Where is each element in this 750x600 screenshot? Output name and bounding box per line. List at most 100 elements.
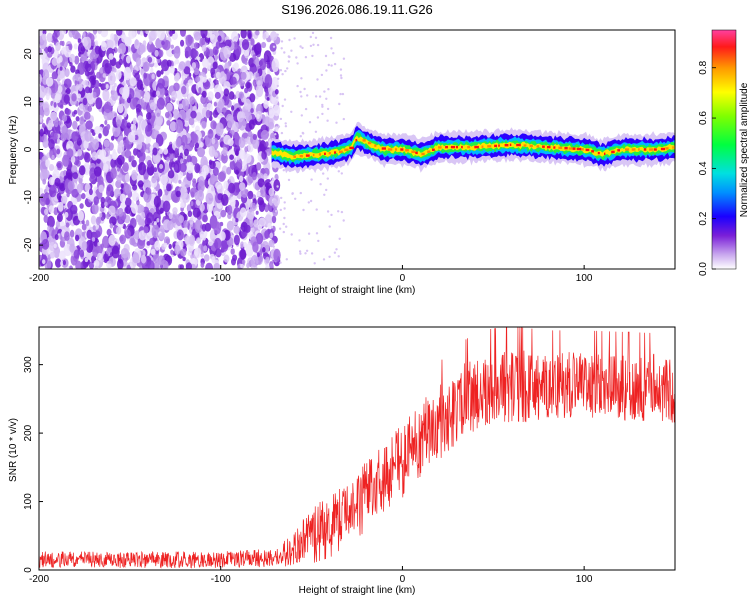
noise-blob xyxy=(286,67,289,70)
noise-blob xyxy=(69,204,78,215)
noise-blob xyxy=(63,78,72,89)
noise-blob xyxy=(199,142,204,148)
noise-blob xyxy=(80,261,87,269)
noise-blob xyxy=(120,248,129,259)
noise-blob xyxy=(276,84,279,88)
y-tick-label: 100 xyxy=(23,493,34,510)
noise-blob xyxy=(152,90,158,98)
noise-blob xyxy=(175,190,181,198)
noise-blob xyxy=(94,265,98,269)
noise-blob xyxy=(223,88,230,97)
noise-blob xyxy=(197,56,201,61)
spectrogram-x-label: Height of straight line (km) xyxy=(299,285,416,296)
noise-blob xyxy=(215,181,222,190)
noise-blob xyxy=(156,70,162,78)
noise-blob xyxy=(277,125,281,128)
y-tick-label: 20 xyxy=(23,48,34,60)
noise-blob xyxy=(283,207,286,210)
noise-blob xyxy=(111,85,116,92)
noise-blob xyxy=(342,57,346,60)
noise-blob xyxy=(325,188,328,192)
noise-blob xyxy=(111,90,118,101)
noise-blob xyxy=(190,254,194,259)
noise-blob xyxy=(135,57,142,67)
noise-blob xyxy=(299,90,302,94)
noise-blob xyxy=(193,31,202,41)
noise-blob xyxy=(243,153,252,164)
noise-blob xyxy=(187,79,194,86)
colorbar-tick-label: 0.8 xyxy=(698,60,709,74)
noise-blob xyxy=(274,133,277,136)
x-tick-label: -100 xyxy=(211,273,231,284)
noise-blob xyxy=(259,140,267,153)
noise-blob xyxy=(341,92,345,96)
noise-blob xyxy=(233,225,240,234)
noise-blob xyxy=(338,237,341,240)
colorbar-scale xyxy=(711,29,737,270)
noise-blob xyxy=(85,239,94,253)
noise-blob xyxy=(282,169,285,172)
noise-blob xyxy=(153,221,157,226)
noise-blob xyxy=(60,132,67,142)
noise-blob xyxy=(175,137,182,148)
noise-blob xyxy=(152,147,158,156)
noise-blob xyxy=(309,44,313,48)
noise-blob xyxy=(53,165,58,172)
noise-blob xyxy=(103,253,109,261)
noise-blob xyxy=(106,228,112,236)
noise-blob xyxy=(304,56,308,59)
noise-blob xyxy=(93,166,102,177)
colorbar: 0.0 0.2 0.4 0.6 0.8 Normalized spectral ampl… xyxy=(698,29,750,276)
noise-blob xyxy=(275,96,279,99)
noise-blob xyxy=(74,55,80,65)
noise-blob xyxy=(114,113,117,117)
noise-blob xyxy=(201,38,206,46)
noise-blob xyxy=(52,49,60,58)
noise-blob xyxy=(53,243,57,249)
noise-blob xyxy=(151,175,157,184)
noise-blob xyxy=(51,154,55,160)
noise-blob xyxy=(259,182,263,188)
noise-blob xyxy=(340,210,344,214)
noise-blob xyxy=(300,114,303,117)
noise-blob xyxy=(71,30,76,36)
noise-blob xyxy=(245,242,254,257)
noise-blob xyxy=(94,126,101,135)
noise-blob xyxy=(76,183,83,194)
noise-blob xyxy=(42,178,47,185)
noise-blob xyxy=(130,155,135,161)
noise-blob xyxy=(90,128,94,133)
noise-blob xyxy=(209,160,216,170)
noise-blob xyxy=(283,51,286,54)
noise-blob xyxy=(43,215,49,223)
noise-blob xyxy=(284,125,288,128)
noise-blob xyxy=(298,250,302,253)
noise-blob xyxy=(100,216,105,222)
noise-blob xyxy=(56,213,63,223)
noise-blob xyxy=(242,259,246,265)
noise-blob xyxy=(150,248,156,255)
noise-blob xyxy=(110,167,117,179)
noise-blob xyxy=(263,173,268,180)
noise-blob xyxy=(88,261,95,269)
noise-blob xyxy=(267,70,271,75)
noise-blob xyxy=(148,31,156,42)
noise-blob xyxy=(232,254,238,262)
noise-blob xyxy=(279,208,282,212)
noise-blob xyxy=(200,262,205,268)
noise-blob xyxy=(202,233,207,241)
noise-blob xyxy=(39,114,43,122)
noise-blob xyxy=(310,252,314,255)
noise-blob xyxy=(285,258,288,261)
noise-blob xyxy=(195,76,201,83)
noise-blob xyxy=(111,135,115,141)
noise-blob xyxy=(218,98,225,109)
noise-blob xyxy=(326,119,329,122)
y-tick-label: 10 xyxy=(23,96,34,108)
noise-blob xyxy=(192,178,197,184)
noise-blob xyxy=(131,159,137,168)
noise-blob xyxy=(327,63,330,67)
noise-blob xyxy=(82,31,86,38)
noise-blob xyxy=(321,103,324,107)
